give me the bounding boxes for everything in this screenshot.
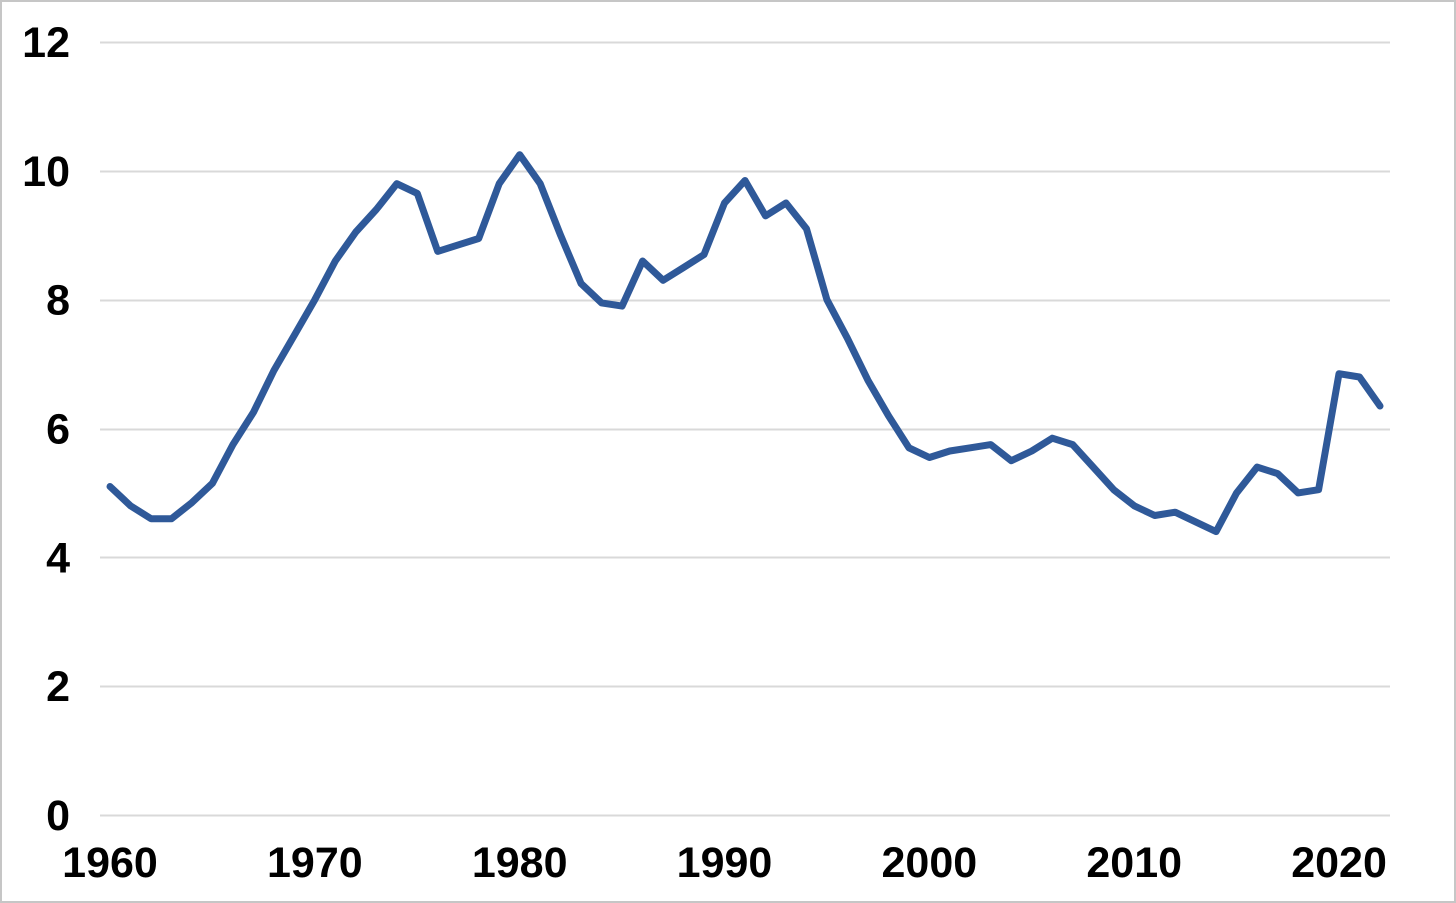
x-tick-label-1980: 1980: [472, 839, 568, 887]
y-gridlines: [100, 41, 1390, 817]
x-tick-label-1990: 1990: [677, 839, 773, 887]
x-tick-label-2010: 2010: [1086, 839, 1182, 887]
y-tick-label-12: 12: [22, 19, 70, 67]
x-tick-label-1970: 1970: [267, 839, 363, 887]
x-tick-label-2000: 2000: [882, 839, 978, 887]
y-tick-label-2: 2: [46, 663, 70, 711]
y-tick-label-6: 6: [46, 406, 70, 454]
x-axis-tick-labels: 1960 1970 1980 1990 2000 2010 2020: [62, 839, 1387, 887]
y-tick-label-0: 0: [46, 792, 70, 840]
y-axis-tick-labels: 0 2 4 6 8 10 12: [22, 19, 70, 840]
y-tick-label-4: 4: [46, 534, 70, 582]
y-tick-label-10: 10: [22, 148, 70, 196]
x-tick-label-2020: 2020: [1291, 839, 1387, 887]
y-tick-label-8: 8: [46, 277, 70, 325]
line-series: [106, 151, 1384, 536]
x-tick-label-1960: 1960: [62, 839, 158, 887]
